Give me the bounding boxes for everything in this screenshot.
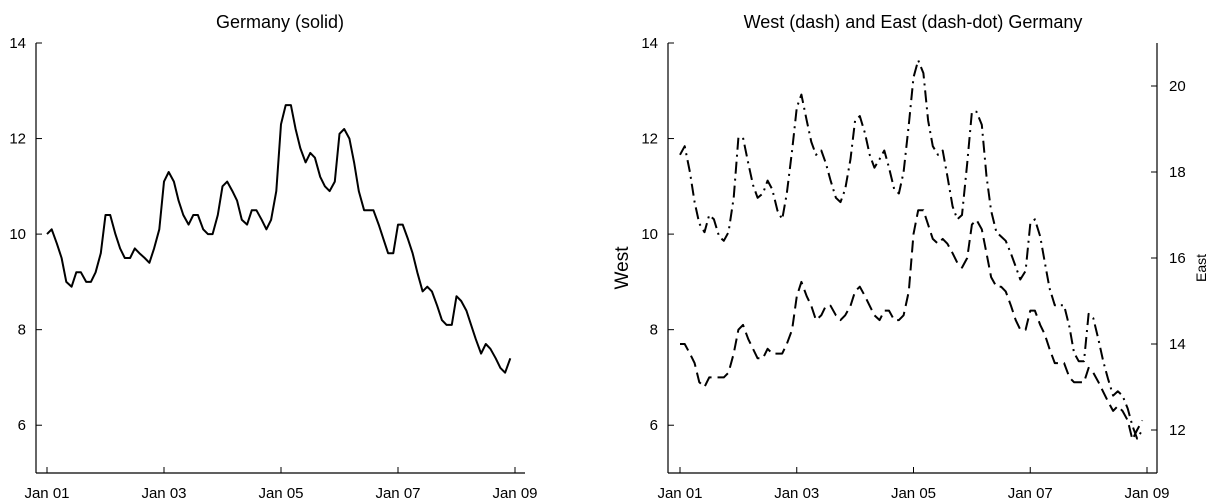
plot-frame-right [667, 43, 1158, 474]
series-line-germany [46, 104, 512, 374]
left-xtick-label: Jan 09 [492, 485, 537, 502]
right-xtick-label: Jan 09 [1124, 485, 1169, 502]
y-axis-ticks-west: 6 8 10 12 14 [641, 35, 674, 434]
east-ytick-label: 16 [1169, 250, 1186, 267]
x-axis-ticks-right: Jan 01 Jan 03 Jan 05 Jan 07 Jan 09 [657, 467, 1170, 502]
y-axis-label-east: East [1193, 254, 1209, 282]
east-ytick-label: 18 [1169, 164, 1186, 181]
west-ytick-label: 14 [641, 35, 658, 52]
left-xtick-label: Jan 07 [375, 485, 420, 502]
series-layer-left [46, 104, 512, 374]
chart-title-germany: Germany (solid) [216, 12, 344, 32]
right-xtick-label: Jan 03 [774, 485, 819, 502]
west-ytick-label: 6 [650, 417, 658, 434]
plot-frame-left [35, 43, 525, 474]
east-ytick-label: 14 [1169, 336, 1186, 353]
series-line-east [679, 59, 1144, 440]
left-ytick-label: 12 [9, 131, 26, 148]
chart-title-west-east: West (dash) and East (dash-dot) Germany [744, 12, 1083, 32]
left-xtick-label: Jan 05 [258, 485, 303, 502]
right-xtick-label: Jan 07 [1008, 485, 1053, 502]
y-axis-ticks-left: 6 8 10 12 14 [9, 35, 42, 434]
series-layer-right [679, 59, 1144, 441]
left-ytick-label: 10 [9, 226, 26, 243]
left-ytick-label: 8 [18, 322, 26, 339]
right-xtick-label: Jan 05 [891, 485, 936, 502]
west-ytick-label: 8 [650, 322, 658, 339]
y-axis-ticks-east: 12 14 16 18 20 [1151, 78, 1186, 439]
left-ytick-label: 14 [9, 35, 26, 52]
left-xtick-label: Jan 01 [24, 485, 69, 502]
east-ytick-label: 20 [1169, 78, 1186, 95]
west-ytick-label: 10 [641, 226, 658, 243]
y-axis-label-west: West [612, 246, 633, 290]
east-ytick-label: 12 [1169, 422, 1186, 439]
chart-west-east: West (dash) and East (dash-dot) Germany … [612, 12, 1209, 502]
left-ytick-label: 6 [18, 417, 26, 434]
x-axis-ticks-left: Jan 01 Jan 03 Jan 05 Jan 07 Jan 09 [24, 467, 538, 502]
left-xtick-label: Jan 03 [141, 485, 186, 502]
west-ytick-label: 12 [641, 131, 658, 148]
right-xtick-label: Jan 01 [657, 485, 702, 502]
series-line-west [680, 209, 1144, 441]
